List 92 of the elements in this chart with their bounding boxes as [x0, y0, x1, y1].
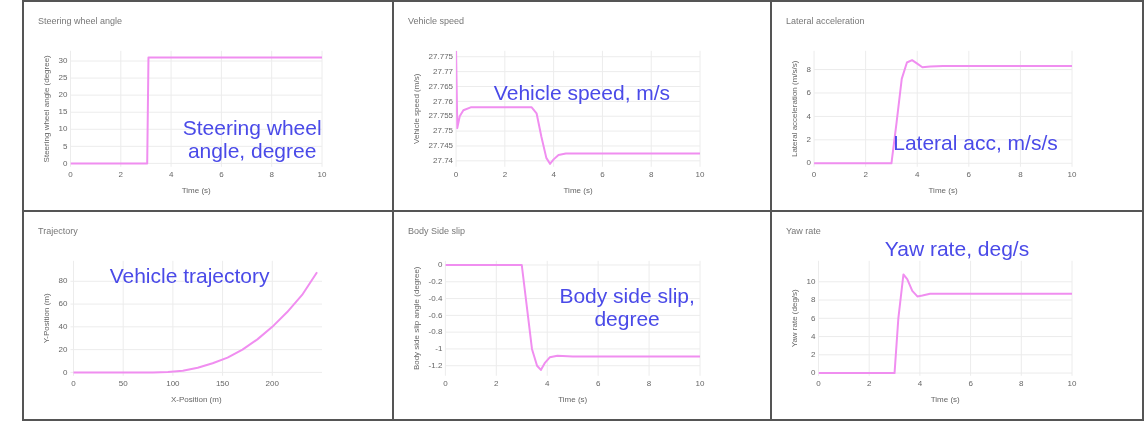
chart-title: Vehicle speed [408, 15, 465, 26]
chart-title: Lateral acceleration [786, 15, 865, 26]
x-tick-label: 8 [1019, 378, 1025, 388]
x-axis-title: Time (s) [558, 395, 588, 405]
y-tick-label: 27.745 [428, 141, 454, 151]
y-axis-title: Y-Position (m) [42, 293, 51, 344]
x-tick-label: 6 [595, 378, 601, 388]
y-tick-label: 4 [806, 111, 812, 121]
x-tick-label: 50 [118, 378, 129, 388]
y-tick-label: 15 [58, 107, 69, 117]
chart-title: Trajectory [38, 225, 79, 236]
y-axis-title: Body side slip angle (degree) [412, 266, 421, 371]
x-axis-title: Time (s) [930, 395, 961, 405]
y-tick-label: -0.4 [428, 293, 443, 303]
y-tick-label: 2 [806, 135, 812, 145]
y-tick-label: -0.8 [428, 327, 443, 337]
x-axis-title: Time (s) [928, 186, 958, 196]
y-tick-label: 10 [58, 124, 69, 134]
annotation: Lateral acc, m/s/s [892, 130, 1059, 154]
x-tick-label: 10 [695, 378, 705, 388]
y-axis-title: Vehicle speed (m/s) [412, 73, 421, 144]
y-tick-label: 0 [811, 368, 817, 378]
y-tick-label: 27.765 [428, 81, 454, 91]
y-tick-label: 30 [58, 56, 69, 66]
y-tick-label: 20 [58, 344, 69, 354]
x-tick-label: 4 [551, 169, 557, 179]
x-tick-label: 2 [118, 169, 124, 179]
x-tick-label: 10 [1067, 169, 1077, 179]
text: Yaw rate, deg/s [883, 236, 1031, 260]
x-axis-title: Time (s) [563, 186, 593, 196]
y-tick-label: 5 [63, 141, 69, 151]
y-tick-label: 8 [806, 64, 812, 74]
x-tick-label: 0 [71, 378, 77, 388]
y-tick-label: -1 [435, 344, 443, 354]
y-tick-label: 27.74 [433, 156, 454, 166]
x-tick-label: 4 [917, 378, 923, 388]
x-tick-label: 6 [600, 169, 606, 179]
y-tick-label: 27.775 [428, 51, 454, 61]
x-tick-label: 100 [166, 378, 181, 388]
chart-title: Yaw rate [786, 225, 821, 236]
y-tick-label: 80 [58, 276, 69, 286]
y-tick-label: 0 [437, 260, 443, 270]
y-tick-label: 0 [63, 367, 69, 377]
y-axis-title: Steering wheel angle (degree) [42, 54, 51, 163]
x-tick-label: 8 [269, 169, 275, 179]
x-tick-label: 4 [168, 169, 174, 179]
y-tick-label: 0 [806, 158, 812, 168]
x-tick-label: 8 [1018, 169, 1024, 179]
x-tick-label: 150 [215, 378, 230, 388]
x-tick-label: 6 [219, 169, 225, 179]
x-tick-label: 2 [502, 169, 508, 179]
y-tick-label: 25 [58, 73, 69, 83]
annotation: Vehicle trajectory [108, 263, 271, 287]
x-tick-label: 200 [265, 378, 280, 388]
y-axis-title: Yaw rate (deg/s) [790, 288, 799, 348]
x-axis-title: Time (s) [181, 186, 212, 196]
x-axis-title: X-Position (m) [170, 395, 222, 405]
chart-title: Body Side slip [408, 225, 466, 236]
x-tick-label: 8 [646, 378, 652, 388]
y-tick-label: 6 [811, 313, 817, 323]
y-tick-label: 0 [63, 158, 69, 168]
chart-title: Steering wheel angle [38, 15, 123, 26]
y-tick-label: 8 [811, 295, 817, 305]
x-tick-label: 8 [648, 169, 654, 179]
y-tick-label: 27.76 [433, 96, 454, 106]
y-tick-label: -0.6 [428, 310, 443, 320]
x-tick-label: 4 [545, 378, 550, 388]
annotation: Steering wheel angle, degree [181, 116, 323, 163]
annotation: Body side slip, degree [558, 284, 696, 331]
x-tick-label: 4 [915, 169, 920, 179]
annotation: Vehicle speed, m/s [492, 81, 672, 105]
x-tick-label: 2 [863, 169, 869, 179]
x-tick-label: 10 [1067, 378, 1077, 388]
y-tick-label: -0.2 [428, 276, 443, 286]
x-tick-label: 6 [966, 169, 972, 179]
x-tick-label: 2 [866, 378, 872, 388]
y-tick-label: -1.2 [428, 360, 443, 370]
x-tick-label: 2 [494, 378, 500, 388]
x-tick-label: 6 [968, 378, 974, 388]
x-tick-label: 10 [695, 169, 705, 179]
y-tick-label: 27.77 [433, 66, 454, 76]
y-tick-label: 10 [806, 277, 817, 286]
y-tick-label: 6 [806, 88, 812, 98]
y-tick-label: 4 [811, 331, 817, 341]
y-tick-label: 27.75 [433, 126, 454, 136]
x-tick-label: 10 [317, 169, 327, 179]
y-axis-title: Lateral acceleration (m/s/s) [790, 60, 799, 158]
y-tick-label: 40 [58, 322, 69, 332]
y-tick-label: 27.755 [428, 111, 454, 121]
y-tick-label: 2 [811, 350, 817, 360]
y-tick-label: 20 [58, 90, 69, 100]
y-tick-label: 60 [58, 299, 69, 309]
